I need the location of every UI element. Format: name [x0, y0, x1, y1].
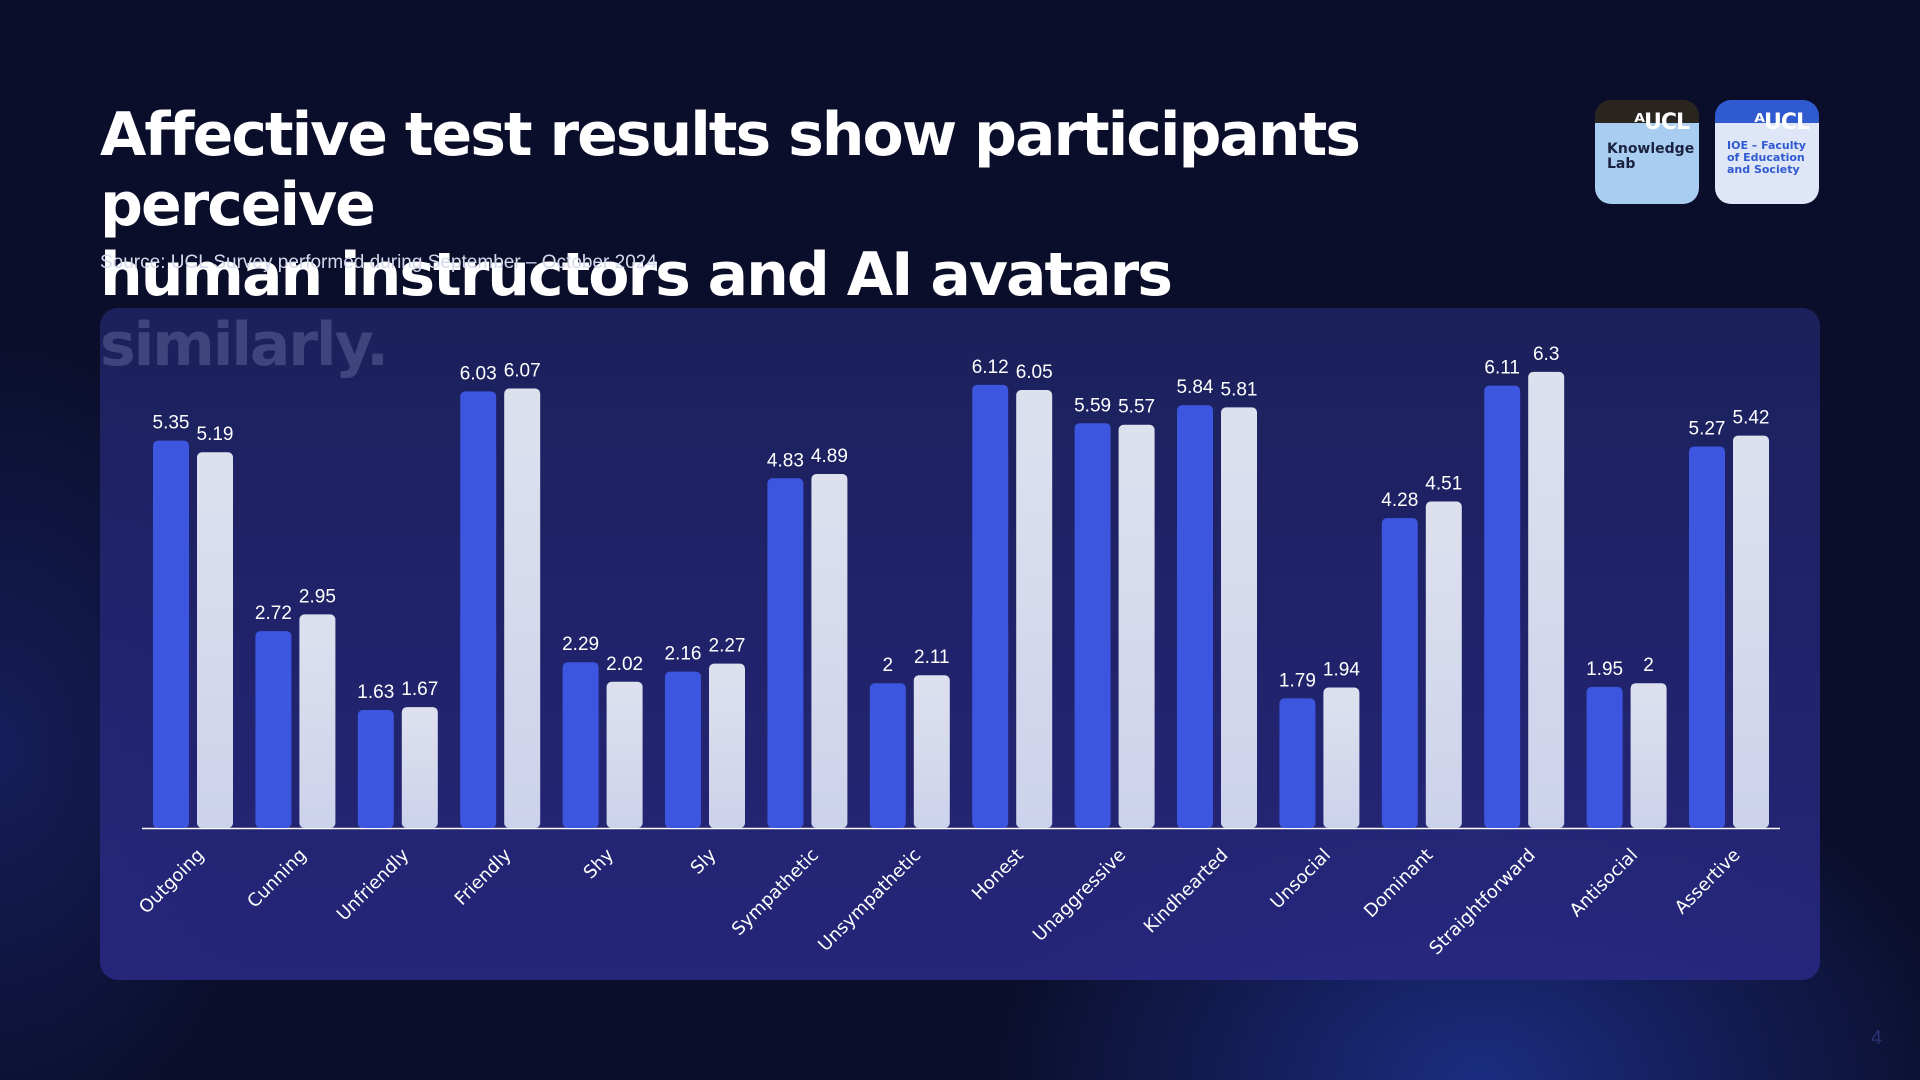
ioe-logo-line-1: IOE – Faculty — [1727, 139, 1806, 152]
data-label-sympathetic-series_2: 4.89 — [811, 446, 848, 467]
bar-antisocial-series_1 — [1586, 686, 1623, 828]
data-label-kindhearted-series_2: 5.81 — [1221, 379, 1258, 400]
ucl-logo-mark: ᴬUCL — [1754, 110, 1810, 135]
bar-assertive-series_1 — [1689, 446, 1725, 828]
data-label-unsocial-series_2: 1.94 — [1323, 660, 1360, 681]
category-label-kindhearted: Kindhearted — [1140, 845, 1233, 938]
bar-unfriendly-series_1 — [357, 709, 394, 828]
data-label-sympathetic-series_1: 4.83 — [767, 450, 804, 471]
knowledge-lab-logo-line-1: Knowledge — [1607, 141, 1695, 157]
bar-sly-series_1 — [665, 671, 701, 828]
category-label-unfriendly: Unfriendly — [333, 844, 414, 925]
bar-straightforward-series_2 — [1528, 371, 1565, 828]
bar-kindhearted-series_1 — [1177, 405, 1213, 828]
bar-dominant-series_2 — [1425, 501, 1462, 828]
category-label-antisocial: Antisocial — [1566, 845, 1642, 921]
data-label-assertive-series_1: 5.27 — [1689, 418, 1726, 439]
ucl-ioe-logo: ᴬUCL IOE – Faculty of Education and Soci… — [1715, 100, 1819, 204]
bar-unsympathetic-series_1 — [869, 683, 906, 828]
data-label-honest-series_2: 6.05 — [1016, 362, 1053, 383]
page-number: 4 — [1870, 1027, 1882, 1049]
data-label-unsympathetic-series_1: 2 — [883, 655, 894, 676]
data-label-outgoing-series_2: 5.19 — [197, 424, 234, 445]
data-label-unaggressive-series_2: 5.57 — [1118, 397, 1155, 418]
bar-sympathetic-series_1 — [767, 478, 804, 828]
data-label-friendly-series_1: 6.03 — [460, 363, 497, 384]
bar-unsocial-series_1 — [1279, 698, 1316, 828]
data-label-outgoing-series_1: 5.35 — [153, 413, 190, 434]
bar-unaggressive-series_1 — [1074, 423, 1111, 828]
category-label-unsocial: Unsocial — [1266, 845, 1335, 914]
bar-sly-series_2 — [709, 663, 745, 828]
data-label-unaggressive-series_1: 5.59 — [1074, 395, 1111, 416]
category-label-dominant: Dominant — [1360, 845, 1437, 922]
data-label-unsympathetic-series_2: 2.11 — [914, 647, 950, 668]
data-label-dominant-series_1: 4.28 — [1381, 490, 1418, 511]
data-label-sly-series_1: 2.16 — [665, 644, 702, 665]
bar-kindhearted-series_2 — [1221, 407, 1257, 828]
data-label-cunning-series_2: 2.95 — [299, 586, 336, 607]
ioe-logo-line-2: of Education — [1727, 151, 1805, 164]
data-label-dominant-series_2: 4.51 — [1425, 473, 1462, 494]
bar-sympathetic-series_2 — [811, 473, 848, 828]
bar-chart: 5.35 5.19 Outgoing 2.72 2.95 Cunning 1.63 1.67 U… — [135, 344, 1780, 959]
bar-assertive-series_2 — [1733, 435, 1769, 828]
data-label-honest-series_1: 6.12 — [972, 357, 1009, 378]
category-label-unsympathetic: Unsympathetic — [814, 845, 925, 956]
data-label-unfriendly-series_1: 1.63 — [357, 682, 394, 703]
bar-straightforward-series_1 — [1484, 385, 1521, 828]
data-label-sly-series_2: 2.27 — [709, 636, 746, 657]
bar-unsocial-series_2 — [1323, 687, 1360, 828]
data-label-antisocial-series_1: 1.95 — [1586, 659, 1623, 680]
bar-outgoing-series_1 — [153, 440, 189, 828]
data-label-straightforward-series_1: 6.11 — [1484, 358, 1520, 379]
data-label-unfriendly-series_2: 1.67 — [401, 679, 438, 700]
bar-friendly-series_1 — [460, 391, 497, 828]
category-label-shy: Shy — [580, 844, 619, 883]
ioe-logo-line-3: and Society — [1727, 163, 1800, 176]
category-label-straightforward: Straightforward — [1425, 845, 1539, 959]
bar-shy-series_1 — [562, 662, 599, 828]
ucl-knowledge-lab-logo: ᴬUCL Knowledge Lab — [1595, 100, 1699, 204]
data-label-shy-series_1: 2.29 — [562, 634, 599, 655]
data-label-kindhearted-series_1: 5.84 — [1177, 377, 1214, 398]
category-label-assertive: Assertive — [1671, 845, 1745, 919]
bar-friendly-series_2 — [504, 388, 541, 828]
data-label-assertive-series_2: 5.42 — [1733, 408, 1770, 429]
category-label-friendly: Friendly — [451, 844, 516, 909]
slide-title-line-1: Affective test results show participants… — [100, 100, 1361, 240]
data-label-antisocial-series_2: 2 — [1643, 655, 1654, 676]
data-label-friendly-series_2: 6.07 — [504, 361, 541, 382]
bar-honest-series_1 — [972, 384, 1009, 828]
category-label-unaggressive: Unaggressive — [1029, 845, 1130, 946]
ucl-logo-mark: ᴬUCL — [1634, 110, 1690, 135]
bar-unsympathetic-series_2 — [913, 675, 950, 828]
bar-outgoing-series_2 — [197, 452, 233, 828]
data-label-shy-series_2: 2.02 — [606, 654, 643, 675]
bar-honest-series_2 — [1016, 389, 1053, 828]
ioe-logo-text: IOE – Faculty of Education and Society — [1727, 140, 1806, 176]
bar-dominant-series_1 — [1381, 518, 1418, 828]
data-label-cunning-series_1: 2.72 — [255, 603, 292, 624]
bar-antisocial-series_2 — [1630, 683, 1667, 828]
source-note: Source: UCL Survey performed during Sept… — [100, 252, 657, 273]
knowledge-lab-logo-text: Knowledge Lab — [1607, 142, 1694, 172]
data-label-unsocial-series_1: 1.79 — [1279, 670, 1316, 691]
data-label-straightforward-series_2: 6.3 — [1533, 344, 1559, 365]
category-label-outgoing: Outgoing — [135, 845, 208, 918]
category-label-honest: Honest — [968, 845, 1028, 905]
bar-shy-series_2 — [606, 681, 643, 828]
bar-unfriendly-series_2 — [401, 707, 438, 828]
bar-cunning-series_2 — [299, 614, 336, 828]
category-label-sympathetic: Sympathetic — [728, 845, 823, 940]
knowledge-lab-logo-line-2: Lab — [1607, 156, 1636, 172]
bar-cunning-series_1 — [255, 631, 292, 828]
category-label-sly: Sly — [687, 844, 721, 878]
bar-unaggressive-series_2 — [1118, 424, 1155, 828]
category-label-cunning: Cunning — [243, 845, 311, 913]
